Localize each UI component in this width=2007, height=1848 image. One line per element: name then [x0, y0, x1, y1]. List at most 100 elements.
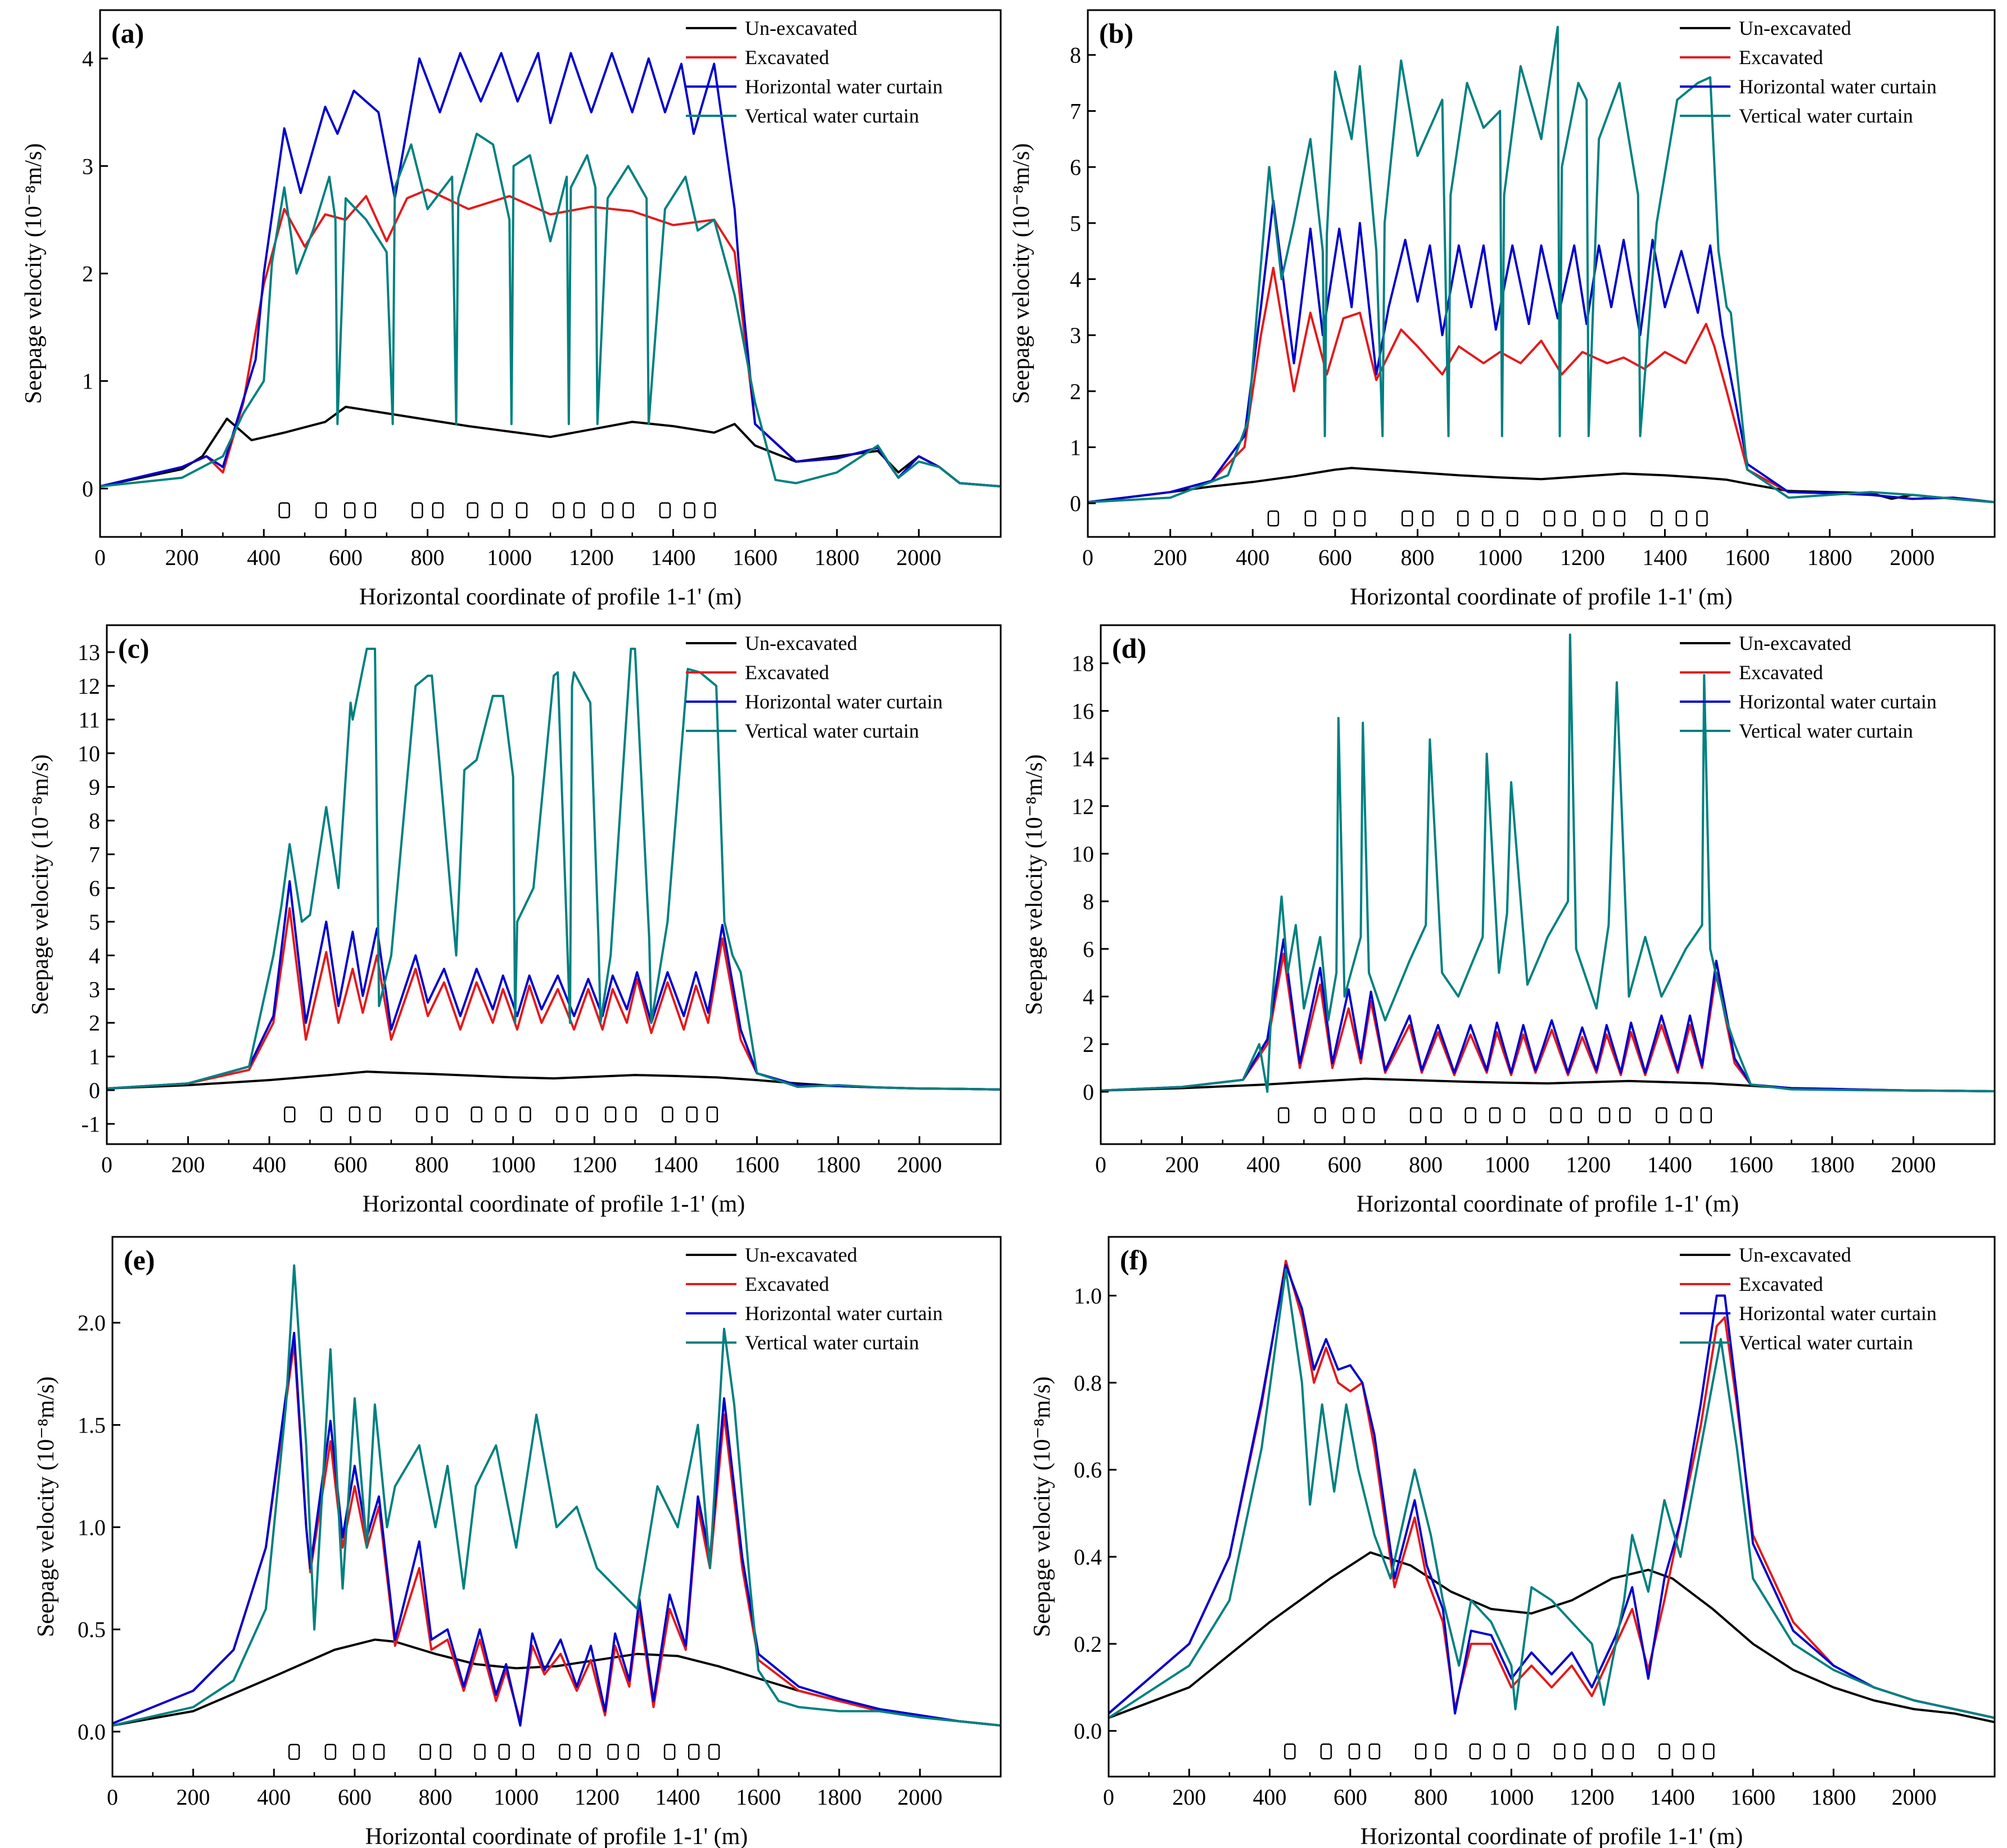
series-line: [1101, 633, 1995, 1093]
x-tick-label: 400: [257, 1784, 291, 1810]
y-tick-label: 0.2: [1074, 1632, 1102, 1657]
y-tick-label: 4: [89, 943, 100, 968]
tunnel-marker: [1513, 1107, 1525, 1124]
y-tick-label: 6: [1083, 937, 1094, 962]
legend-label: Vertical water curtain: [745, 720, 919, 742]
chart-panel: 0 200 400 600 800 1000 1200 1400 1600 1800 2000-10…: [28, 624, 1002, 1217]
tunnel-marker: [1696, 510, 1708, 527]
series-line: [112, 1342, 1001, 1727]
series-line: [100, 405, 1001, 488]
series-line: [100, 52, 1001, 488]
tunnel-marker: [1401, 510, 1413, 527]
tunnel-marker: [522, 1743, 534, 1760]
series-line: [1088, 199, 1995, 504]
y-tick-label: 8: [1083, 889, 1094, 914]
tunnel-marker: [579, 1743, 591, 1760]
x-tick-label: 600: [338, 1784, 372, 1810]
tunnel-marker: [288, 1743, 300, 1760]
tunnel-marker: [1602, 1743, 1614, 1760]
tunnel-marker: [1409, 1107, 1422, 1124]
x-tick-label: 1600: [733, 545, 778, 570]
series-line: [1088, 25, 1995, 504]
tunnel-marker: [415, 1106, 428, 1123]
legend-label: Vertical water curtain: [1739, 105, 1913, 127]
tunnel-marker: [708, 1743, 720, 1760]
y-axis-title: Seepage velocity (10⁻⁸m/s): [28, 754, 53, 1015]
x-tick-label: 0: [94, 545, 106, 570]
y-tick-label: -1: [82, 1111, 100, 1137]
x-tick-label: 400: [252, 1152, 286, 1177]
y-tick-label: 0.0: [1074, 1719, 1102, 1744]
y-tick-label: 1.0: [1074, 1284, 1102, 1309]
x-tick-label: 2000: [897, 1152, 942, 1177]
x-tick-label: 200: [171, 1152, 205, 1177]
x-tick-label: 200: [177, 1784, 210, 1810]
x-tick-label: 1200: [575, 1784, 620, 1810]
tunnel-marker: [1658, 1743, 1670, 1760]
x-tick-label: 800: [415, 1152, 449, 1177]
x-tick-label: 400: [247, 545, 281, 570]
x-tick-label: 1400: [655, 1784, 700, 1810]
y-axis-title: Seepage velocity (10⁻⁸m/s): [33, 1376, 59, 1637]
y-axis-title: Seepage velocity (10⁻⁸m/s): [1029, 1376, 1055, 1637]
y-tick-label: 7: [89, 842, 100, 867]
series-line: [100, 188, 1001, 488]
x-tick-label: 1200: [1570, 1784, 1615, 1810]
series-line: [107, 880, 1001, 1091]
x-tick-label: 1400: [1650, 1784, 1695, 1810]
y-tick-label: 2: [82, 261, 93, 287]
legend-label: Un-excavated: [1739, 1244, 1851, 1266]
y-tick-label: 0.5: [78, 1617, 106, 1642]
tunnel-marker: [1489, 1107, 1501, 1124]
y-tick-label: 16: [1072, 698, 1094, 724]
y-axis-title: Seepage velocity (10⁻⁸m/s): [1009, 143, 1034, 404]
tunnel-marker: [1700, 1107, 1712, 1124]
tunnel-marker: [369, 1106, 381, 1123]
tunnel-marker: [622, 502, 634, 518]
y-tick-label: 8: [1070, 43, 1081, 68]
tunnel-marker: [1506, 510, 1518, 527]
y-tick-label: 2: [1083, 1032, 1094, 1057]
tunnel-marker: [556, 1106, 568, 1123]
tunnel-marker: [704, 502, 716, 518]
x-tick-label: 1400: [650, 545, 695, 570]
y-tick-label: 0.6: [1074, 1457, 1102, 1483]
tunnel-marker: [352, 1743, 365, 1760]
tunnel-marker: [1348, 1743, 1360, 1760]
x-axis-title: Horizontal coordinate of profile 1-1' (m…: [1357, 1191, 1739, 1217]
tunnel-marker: [1593, 510, 1605, 527]
x-axis-title: Horizontal coordinate of profile 1-1' (m…: [363, 1191, 745, 1217]
tunnel-marker: [1414, 1743, 1427, 1760]
tunnel-marker: [283, 1106, 296, 1123]
x-tick-label: 1800: [816, 1152, 861, 1177]
legend-label: Horizontal water curtain: [745, 75, 943, 98]
x-tick-label: 1800: [1810, 1152, 1855, 1177]
x-axis-title: Horizontal coordinate of profile 1-1' (m…: [1350, 584, 1733, 610]
tunnel-marker: [1481, 510, 1494, 527]
legend-label: Vertical water curtain: [745, 1331, 919, 1354]
y-tick-label: 14: [1072, 746, 1094, 771]
tunnel-marker: [1619, 1107, 1631, 1124]
tunnel-marker: [602, 502, 614, 518]
tunnel-marker: [1320, 1743, 1332, 1760]
tunnel-marker: [412, 502, 423, 518]
series-line: [1088, 266, 1995, 504]
y-tick-label: 10: [1072, 841, 1094, 866]
tunnel-marker: [432, 502, 444, 518]
x-tick-label: 1000: [1485, 1152, 1530, 1177]
y-tick-label: 9: [89, 775, 100, 800]
tunnel-marker: [1598, 1107, 1611, 1124]
y-tick-label: 4: [1083, 984, 1094, 1009]
tunnel-marker: [1267, 510, 1280, 527]
legend-label: Excavated: [745, 46, 829, 69]
x-tick-label: 1000: [491, 1152, 536, 1177]
y-tick-label: 0: [1083, 1079, 1094, 1105]
tunnel-marker: [474, 1743, 486, 1760]
legend-label: Horizontal water curtain: [1739, 690, 1937, 713]
series-line: [1109, 1259, 1995, 1719]
x-tick-label: 800: [411, 545, 445, 570]
x-tick-label: 600: [334, 1152, 368, 1177]
tunnel-marker: [1464, 1107, 1476, 1124]
tunnel-marker: [1493, 1743, 1506, 1760]
